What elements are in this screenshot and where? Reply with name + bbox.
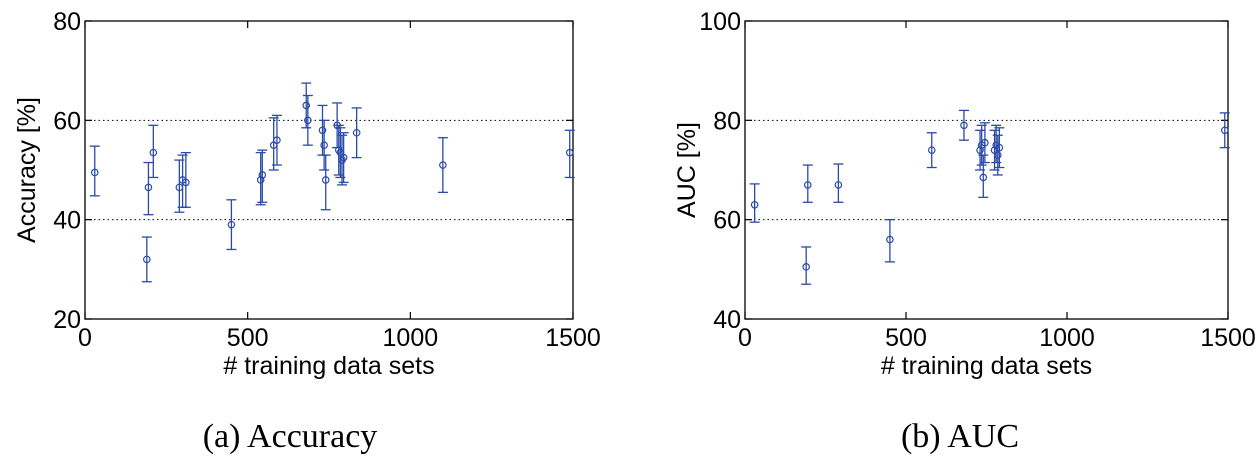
data-point	[749, 183, 760, 223]
data-point	[979, 122, 990, 164]
data-point	[226, 199, 237, 251]
data-point	[801, 246, 812, 285]
y-tick-label: 80	[53, 8, 81, 36]
point-marker	[1220, 126, 1229, 135]
data-point	[958, 109, 969, 141]
point-marker	[90, 168, 99, 177]
y-tick-label: 100	[699, 8, 741, 36]
x-tick-label: 1500	[1200, 324, 1256, 352]
data-point	[271, 114, 282, 166]
data-point	[975, 129, 986, 171]
data-point	[148, 124, 159, 179]
point-marker	[144, 183, 153, 192]
x-tick-label: 500	[227, 324, 269, 352]
data-point	[351, 107, 362, 159]
point-marker	[439, 161, 447, 169]
y-tick-label: 60	[53, 107, 81, 135]
data-point	[180, 151, 191, 208]
point-marker	[227, 220, 236, 229]
point-marker	[565, 148, 574, 157]
point-marker	[318, 126, 327, 135]
point-marker	[993, 151, 1002, 159]
point-marker	[321, 176, 330, 184]
data-point	[143, 161, 154, 216]
point-marker	[339, 153, 348, 162]
point-marker	[320, 141, 328, 149]
x-axis-label: # training data sets	[223, 352, 434, 380]
data-point	[302, 94, 313, 146]
data-point	[1219, 112, 1230, 149]
point-marker	[182, 178, 190, 187]
y-axis-label: Accuracy [%]	[13, 97, 41, 243]
data-point	[802, 164, 813, 203]
data-point	[319, 119, 330, 171]
point-marker	[750, 200, 759, 209]
point-marker	[256, 176, 265, 184]
x-axis-label: # training data sets	[881, 352, 1092, 380]
point-marker	[803, 181, 812, 189]
chart-caption: (a) Accuracy	[203, 418, 378, 455]
point-marker	[149, 148, 158, 157]
y-tick-label: 60	[713, 207, 741, 235]
x-tick-label: 0	[78, 324, 92, 352]
point-marker	[258, 171, 267, 179]
data-point	[926, 132, 937, 169]
point-marker	[302, 101, 311, 110]
x-tick-label: 1500	[545, 324, 601, 352]
data-point	[338, 132, 349, 184]
data-point	[301, 82, 312, 129]
y-tick-label: 20	[53, 306, 81, 334]
data-point	[884, 219, 895, 263]
y-tick-label: 40	[53, 207, 81, 235]
point-marker	[304, 116, 312, 125]
x-tick-label: 500	[885, 324, 927, 352]
data-point	[833, 163, 844, 203]
plot-area-frame	[744, 20, 1229, 320]
plot-area-frame	[84, 20, 574, 320]
x-tick-label: 0	[738, 324, 752, 352]
data-point	[89, 145, 100, 197]
point-marker	[834, 181, 843, 189]
point-marker	[979, 173, 988, 182]
data-point	[141, 236, 152, 283]
point-marker	[981, 138, 989, 147]
data-point	[992, 134, 1003, 176]
point-marker	[995, 143, 1004, 152]
accuracy-chart: 20 40 60 80 0 500 1000 1500 # training data sets…	[13, 8, 601, 455]
data-point	[437, 137, 448, 194]
data-point	[994, 127, 1005, 169]
x-tick-label: 1000	[383, 324, 439, 352]
point-marker	[886, 235, 894, 244]
point-marker	[143, 255, 151, 264]
y-axis-label: AUC [%]	[673, 122, 701, 218]
point-marker	[960, 121, 968, 130]
data-point	[255, 151, 266, 206]
chart-caption: (b) AUC	[901, 418, 1019, 455]
point-marker	[273, 136, 281, 145]
data-point	[257, 149, 268, 203]
data-point	[320, 154, 331, 211]
y-tick-label: 40	[713, 306, 741, 334]
point-marker	[802, 263, 810, 271]
point-marker	[927, 146, 936, 154]
y-tick-label: 80	[713, 107, 741, 135]
data-point	[991, 124, 1002, 164]
x-tick-label: 1000	[1039, 324, 1095, 352]
point-marker	[976, 146, 984, 154]
data-point	[564, 129, 575, 179]
point-marker	[352, 128, 361, 137]
